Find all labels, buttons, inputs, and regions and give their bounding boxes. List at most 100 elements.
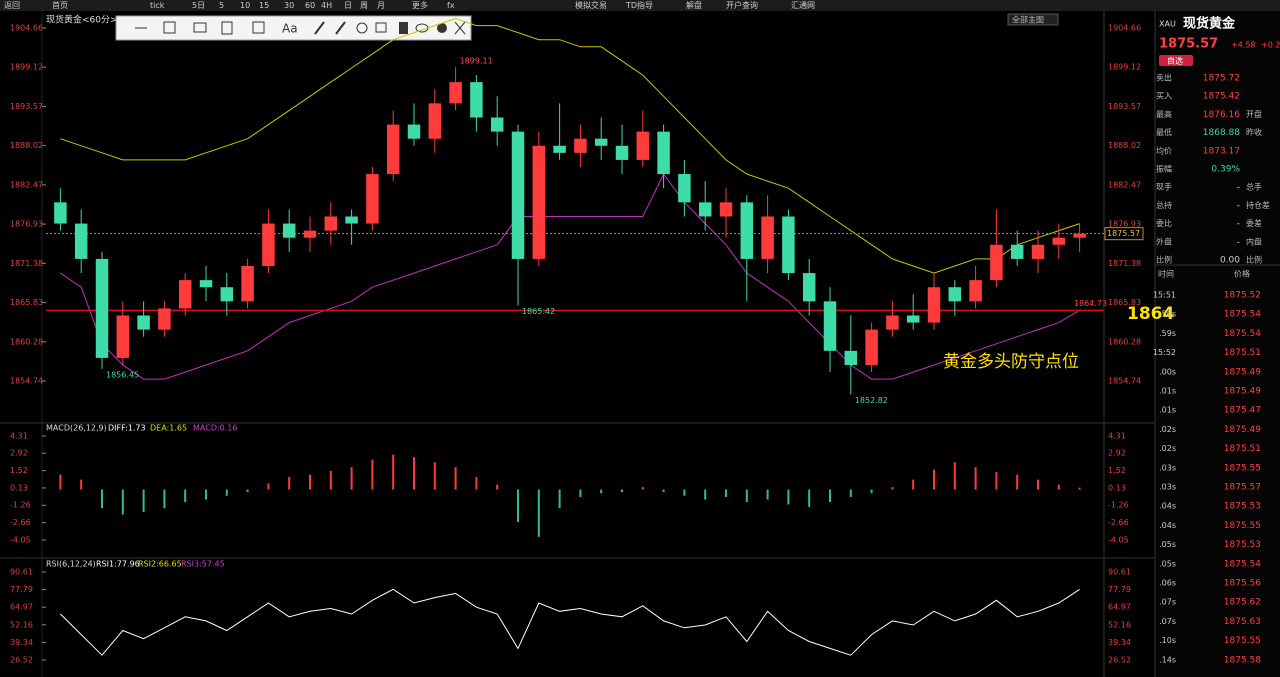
menu-item[interactable]: 解盘 — [686, 0, 702, 10]
menu-item[interactable]: TD指导 — [625, 0, 653, 10]
quote-row-value: 1875.72 — [1203, 74, 1240, 84]
macd-bar — [433, 462, 436, 490]
quote-row-label: 总手 — [1246, 182, 1262, 192]
indicator-legend: DIFF:1.73 — [108, 424, 146, 433]
candle-body — [657, 131, 670, 175]
tool-channel[interactable] — [193, 22, 207, 33]
quote-row-value: 0.39% — [1211, 165, 1240, 175]
quote-row-label: 卖出 — [1156, 73, 1172, 83]
menu-item[interactable]: 周 — [360, 1, 368, 10]
y-tick-label: 1860.28 — [1108, 337, 1141, 346]
ticks-header: 时间 — [1158, 269, 1174, 279]
y-tick-label: 39.34 — [10, 638, 33, 647]
tick-price: 1875.55 — [1224, 521, 1261, 531]
menu-item[interactable]: 模拟交易 — [575, 0, 607, 10]
tick-time: .04s — [1159, 502, 1176, 511]
quote-panel — [1155, 11, 1280, 677]
macd-bar — [413, 457, 415, 490]
macd-bar — [974, 467, 977, 490]
y-tick-label: 52.16 — [1108, 620, 1131, 629]
y-tick-label: 52.16 — [10, 620, 33, 629]
mode-dropdown[interactable] — [1007, 13, 1059, 26]
macd-bar — [787, 489, 790, 505]
candle-body — [594, 138, 608, 146]
tool-marker[interactable] — [335, 21, 346, 35]
watch-button[interactable] — [1159, 55, 1193, 66]
tool-delete[interactable] — [399, 22, 408, 34]
menu-item[interactable]: 30 — [284, 1, 294, 10]
macd-bar — [59, 474, 62, 490]
candle-body — [282, 223, 296, 238]
menu-item[interactable]: 5 — [219, 1, 224, 10]
candle-body — [366, 174, 379, 224]
menu-item[interactable]: 更多 — [412, 0, 428, 10]
tick-time: .03s — [1159, 483, 1176, 492]
candle-body — [158, 308, 171, 330]
menu-item[interactable]: tick — [150, 1, 165, 10]
tool-pen[interactable] — [314, 21, 325, 35]
y-tick-label: 1860.28 — [10, 337, 43, 346]
macd-bar — [537, 489, 540, 537]
y-tick-label: 64.97 — [10, 603, 33, 612]
tool-text[interactable]: Aa — [282, 22, 298, 36]
menu-item[interactable]: 日 — [344, 1, 352, 10]
y-tick-label: 1865.83 — [1108, 298, 1141, 307]
macd-bar — [288, 477, 291, 490]
menu-item[interactable]: 60 — [305, 1, 315, 10]
quote-row-label: 比例 — [1156, 255, 1172, 265]
y-tick-label: 1893.57 — [1108, 102, 1141, 111]
macd-bar — [995, 472, 998, 490]
y-tick-label: 1882.47 — [1108, 180, 1141, 189]
candle-body — [1031, 244, 1045, 259]
macd-bar — [496, 484, 499, 490]
last-price-label: 1875.57 — [1107, 229, 1140, 238]
tool-rect[interactable] — [163, 21, 176, 34]
indicator-legend: MACD:0.16 — [193, 424, 238, 433]
quote-row-label: 委比 — [1156, 218, 1172, 228]
quote-row-label: 外盘 — [1156, 236, 1172, 246]
tool-settings[interactable] — [437, 23, 447, 33]
macd-bar — [849, 489, 852, 498]
candle-body — [969, 280, 982, 302]
menu-item[interactable]: 汇通网 — [791, 0, 815, 10]
menu-item[interactable]: 10 — [240, 1, 250, 10]
y-tick-label: 1.52 — [1108, 466, 1126, 475]
menu-item[interactable]: 开户查询 — [726, 0, 758, 10]
y-tick-label: 1899.12 — [1108, 63, 1141, 72]
tick-price: 1875.58 — [1224, 655, 1261, 665]
tool-close[interactable] — [454, 21, 466, 35]
candle-body — [574, 138, 587, 153]
macd-bar — [662, 489, 665, 493]
candle-body — [1010, 244, 1024, 259]
tick-price: 1875.53 — [1224, 502, 1261, 512]
tool-eraser[interactable] — [375, 22, 387, 33]
tick-price: 1875.49 — [1224, 367, 1261, 377]
indicator-title: MACD(26,12,9) — [46, 424, 107, 433]
candle-body — [1073, 233, 1086, 238]
menu-item[interactable]: 5日 — [192, 1, 205, 10]
watch-label[interactable]: 自选 — [1167, 56, 1183, 66]
menu-item[interactable]: 4H — [321, 1, 332, 10]
macd-bar — [704, 489, 707, 500]
menu-item[interactable]: 首页 — [52, 0, 68, 10]
quote-change: +4.58 — [1231, 41, 1256, 50]
candle-body — [761, 216, 774, 259]
menu-item[interactable]: fx — [447, 1, 455, 10]
support-annotation: 1864 — [1127, 304, 1174, 324]
tool-fib[interactable] — [221, 21, 233, 35]
menu-item[interactable]: 月 — [377, 1, 385, 10]
mode-label[interactable]: 全部主图 — [1012, 15, 1044, 25]
macd-bar — [621, 489, 623, 493]
macd-bar — [891, 487, 894, 490]
y-tick-label: 64.97 — [1108, 603, 1131, 612]
tick-time: .00s — [1159, 367, 1176, 376]
menu-item[interactable]: 返回 — [4, 1, 20, 10]
lower-line — [60, 173, 1080, 380]
candle-body — [636, 131, 650, 160]
tool-pattern[interactable] — [252, 21, 265, 34]
candle-body — [823, 301, 837, 351]
quote-row-value: - — [1237, 219, 1240, 229]
menu-item[interactable]: 15 — [259, 1, 269, 10]
tool-magnet[interactable] — [356, 22, 368, 34]
